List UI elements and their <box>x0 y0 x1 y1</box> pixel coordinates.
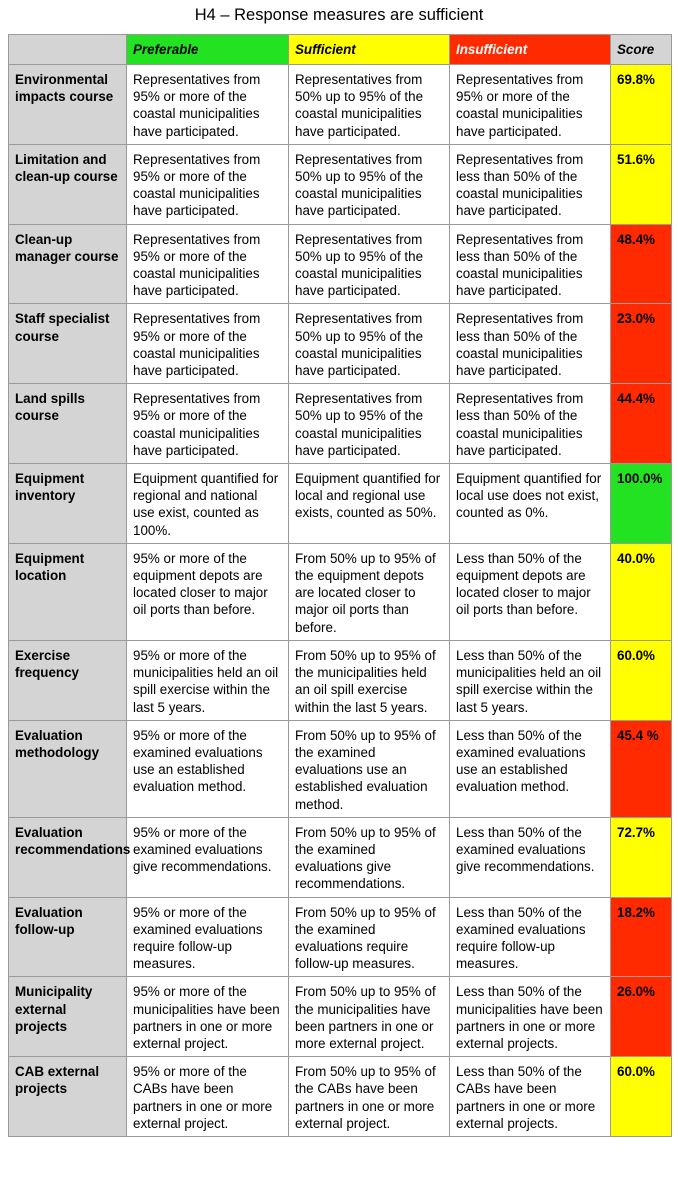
preferable-cell: Representatives from 95% or more of the … <box>126 223 289 305</box>
table-row: Evaluation recommendations 95% or more o… <box>8 816 672 898</box>
preferable-cell: 95% or more of the municipalities held a… <box>126 639 289 721</box>
header-score: Score <box>610 34 672 65</box>
insufficient-cell: Representatives from less than 50% of th… <box>449 303 611 385</box>
sufficient-cell: From 50% up to 95% of the examined evalu… <box>288 719 450 818</box>
table-row: Clean-up manager course Representatives … <box>8 223 672 305</box>
table-row: Limitation and clean-up course Represent… <box>8 143 672 225</box>
table-row: Land spills course Representatives from … <box>8 383 672 465</box>
preferable-cell: 95% or more of the examined evaluations … <box>126 816 289 898</box>
measure-name: Evaluation follow-up <box>8 896 127 978</box>
sufficient-cell: From 50% up to 95% of the examined evalu… <box>288 896 450 978</box>
header-preferable: Preferable <box>126 34 289 65</box>
score-cell: 48.4% <box>610 223 672 305</box>
sufficient-cell: From 50% up to 95% of the municipalities… <box>288 976 450 1058</box>
score-cell: 45.4 % <box>610 719 672 818</box>
measure-name: Evaluation methodology <box>8 719 127 818</box>
header-row: Preferable Sufficient Insufficient Score <box>8 34 672 65</box>
insufficient-cell: Less than 50% of the examined evaluation… <box>449 719 611 818</box>
sufficient-cell: Representatives from 50% up to 95% of th… <box>288 303 450 385</box>
insufficient-cell: Less than 50% of the CABs have been part… <box>449 1056 611 1137</box>
score-cell: 100.0% <box>610 463 672 544</box>
preferable-cell: Representatives from 95% or more of the … <box>126 64 289 145</box>
insufficient-cell: Less than 50% of the municipalities held… <box>449 639 611 721</box>
measure-name: CAB external projects <box>8 1056 127 1137</box>
insufficient-cell: Less than 50% of the examined evaluation… <box>449 816 611 898</box>
measure-name: Limitation and clean-up course <box>8 143 127 225</box>
header-measure <box>8 34 127 65</box>
sufficient-cell: From 50% up to 95% of the municipalities… <box>288 639 450 721</box>
score-cell: 60.0% <box>610 1056 672 1137</box>
insufficient-cell: Less than 50% of the examined evaluation… <box>449 896 611 978</box>
preferable-cell: Representatives from 95% or more of the … <box>126 383 289 465</box>
preferable-cell: 95% or more of the equipment depots are … <box>126 542 289 641</box>
assessment-table: Preferable Sufficient Insufficient Score… <box>8 34 672 1137</box>
measure-name: Municipality external projects <box>8 976 127 1058</box>
score-cell: 69.8% <box>610 64 672 145</box>
measure-name: Evaluation recommendations <box>8 816 130 898</box>
table-row: Staff specialist course Representatives … <box>8 303 672 385</box>
sufficient-cell: From 50% up to 95% of the CABs have been… <box>288 1056 450 1137</box>
preferable-cell: 95% or more of the examined evaluations … <box>126 896 289 978</box>
score-cell: 60.0% <box>610 639 672 721</box>
insufficient-cell: Representatives from less than 50% of th… <box>449 143 611 225</box>
preferable-cell: Representatives from 95% or more of the … <box>126 303 289 385</box>
insufficient-cell: Equipment quantified for local use does … <box>449 463 611 544</box>
header-sufficient: Sufficient <box>288 34 450 65</box>
insufficient-cell: Less than 50% of the equipment depots ar… <box>449 542 611 641</box>
measure-name: Equipment inventory <box>8 463 127 544</box>
insufficient-cell: Less than 50% of the municipalities have… <box>449 976 611 1058</box>
sufficient-cell: Equipment quantified for local and regio… <box>288 463 450 544</box>
preferable-cell: Equipment quantified for regional and na… <box>126 463 289 544</box>
header-insufficient: Insufficient <box>449 34 611 65</box>
preferable-cell: Representatives from 95% or more of the … <box>126 143 289 225</box>
score-cell: 18.2% <box>610 896 672 978</box>
measure-name: Staff specialist course <box>8 303 127 385</box>
insufficient-cell: Representatives from less than 50% of th… <box>449 223 611 305</box>
sufficient-cell: Representatives from 50% up to 95% of th… <box>288 223 450 305</box>
score-cell: 51.6% <box>610 143 672 225</box>
table-row: Equipment inventory Equipment quantified… <box>8 463 672 544</box>
sufficient-cell: Representatives from 50% up to 95% of th… <box>288 383 450 465</box>
table-row: Municipality external projects 95% or mo… <box>8 976 672 1058</box>
preferable-cell: 95% or more of the examined evaluations … <box>126 719 289 818</box>
table-row: CAB external projects 95% or more of the… <box>8 1056 672 1137</box>
score-cell: 23.0% <box>610 303 672 385</box>
preferable-cell: 95% or more of the CABs have been partne… <box>126 1056 289 1137</box>
measure-name: Environmental impacts course <box>8 64 127 145</box>
measure-name: Equipment location <box>8 542 127 641</box>
insufficient-cell: Representatives from less than 50% of th… <box>449 383 611 465</box>
measure-name: Clean-up manager course <box>8 223 127 305</box>
score-cell: 72.7% <box>610 816 672 898</box>
table-row: Environmental impacts course Representat… <box>8 64 672 145</box>
insufficient-cell: Representatives from 95% or more of the … <box>449 64 611 145</box>
table-row: Equipment location 95% or more of the eq… <box>8 542 672 641</box>
sufficient-cell: Representatives from 50% up to 95% of th… <box>288 64 450 145</box>
measure-name: Land spills course <box>8 383 127 465</box>
score-cell: 40.0% <box>610 542 672 641</box>
table-title: H4 – Response measures are sufficient <box>194 6 484 24</box>
table-row: Evaluation follow-up 95% or more of the … <box>8 896 672 978</box>
measure-name: Exercise frequency <box>8 639 127 721</box>
score-cell: 44.4% <box>610 383 672 465</box>
sufficient-cell: From 50% up to 95% of the equipment depo… <box>288 542 450 641</box>
sufficient-cell: From 50% up to 95% of the examined evalu… <box>288 816 450 898</box>
table-row: Exercise frequency 95% or more of the mu… <box>8 639 672 721</box>
preferable-cell: 95% or more of the municipalities have b… <box>126 976 289 1058</box>
sufficient-cell: Representatives from 50% up to 95% of th… <box>288 143 450 225</box>
score-cell: 26.0% <box>610 976 672 1058</box>
table-row: Evaluation methodology 95% or more of th… <box>8 719 672 818</box>
